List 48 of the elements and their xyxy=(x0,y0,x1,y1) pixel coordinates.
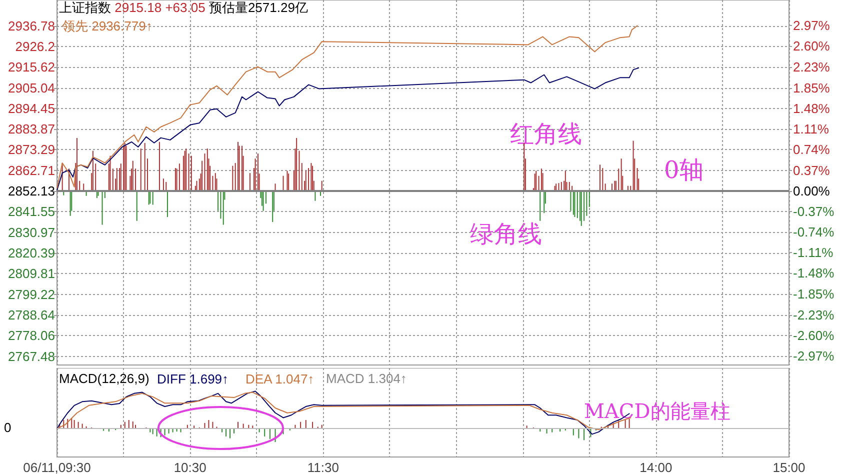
y-tick-label: 2873.29 xyxy=(8,142,55,158)
y2-tick-label: -1.11% xyxy=(793,245,834,260)
x-tick-label: 15:00 xyxy=(772,460,806,474)
y2-tick-label: -2.23% xyxy=(793,307,835,322)
y2-tick-label: 0.37% xyxy=(793,162,830,178)
y-tick-label: 2894.45 xyxy=(8,100,55,116)
y-tick-label: 2788.64 xyxy=(8,307,55,322)
y2-tick-label: -2.97% xyxy=(793,348,835,364)
y2-tick-label: 0.74% xyxy=(793,142,830,158)
chart-title: 上证指数 2915.18 +63.05 预估量2571.29亿 xyxy=(59,0,308,15)
y2-tick-label: 2.23% xyxy=(793,59,830,74)
y-tick-label: 2767.48 xyxy=(8,348,55,364)
annotation: MACD的能量柱 xyxy=(584,399,730,423)
annotation: 0轴 xyxy=(664,156,704,184)
y-tick-label: 2883.87 xyxy=(8,122,55,137)
y-tick-label: 2926.2 xyxy=(15,38,55,54)
y2-tick-label: -1.48% xyxy=(793,266,835,281)
y-tick-label: 2841.55 xyxy=(8,204,55,220)
y-tick-label: 2852.13 xyxy=(8,184,55,199)
y2-tick-label: -0.74% xyxy=(793,224,835,240)
y-tick-label: 2830.97 xyxy=(8,224,55,240)
series-label: DIFF 1.699↑ xyxy=(157,372,229,386)
x-tick-label: 14:00 xyxy=(640,460,672,474)
text: 0 xyxy=(4,420,12,435)
x-tick-label: 10:30 xyxy=(174,460,206,474)
y-tick-label: 2778.06 xyxy=(8,328,55,344)
y-tick-label: 2799.22 xyxy=(8,286,55,302)
x-tick-label: 11:30 xyxy=(307,460,339,474)
text: MACD 1.304↑ xyxy=(326,371,407,386)
x-tick-label: 06/11,09:30 xyxy=(23,460,91,474)
y2-tick-label: -0.37% xyxy=(793,204,835,219)
y-tick-label: 2820.39 xyxy=(8,245,55,260)
y-tick-label: 2809.81 xyxy=(8,266,55,282)
y2-tick-label: -1.85% xyxy=(793,286,835,302)
chart-title: MACD(12,26,9) xyxy=(59,371,150,386)
y2-tick-label: -2.60% xyxy=(793,328,835,344)
y-tick-label: 2936.78 xyxy=(8,18,55,34)
y2-tick-label: 2.97% xyxy=(793,18,830,34)
y2-tick-label: 2.60% xyxy=(793,38,830,54)
y2-tick-label: 1.11% xyxy=(793,122,830,137)
y-tick-label: 2915.62 xyxy=(8,60,55,75)
y2-tick-label: 1.48% xyxy=(793,101,830,116)
y-tick-label: 2905.04 xyxy=(8,80,55,96)
text: 领先 2936.779↑ xyxy=(62,18,152,34)
series-label: DEA 1.047↑ xyxy=(246,372,314,386)
y2-tick-label: 0.00% xyxy=(793,183,830,198)
y-tick-label: 2862.71 xyxy=(8,162,55,178)
y2-tick-label: 1.85% xyxy=(793,80,830,96)
